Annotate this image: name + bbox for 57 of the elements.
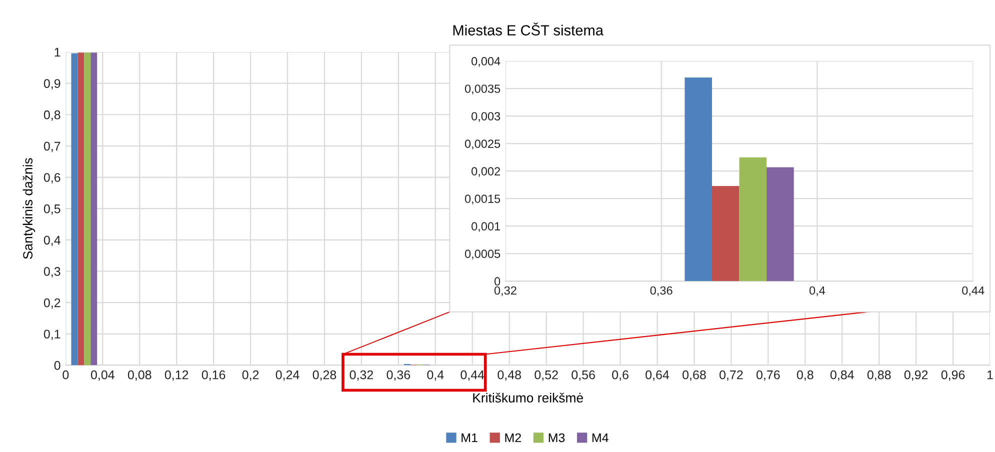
x-tick-label: 0,88 [867,370,891,381]
y-tick-label: 0,1 [44,330,60,340]
legend-label: M2 [505,433,521,442]
y-tick-label: 0,004 [472,57,500,67]
x-axis-title: Kritiškumo reikšmė [473,392,583,403]
y-tick-label: 0,0035 [464,84,500,94]
chart-title: Miestas E CŠT sistema [453,22,604,36]
y-tick-label: 0,003 [472,112,500,122]
x-tick-label: 0,32 [494,286,516,296]
x-tick-label: 0,72 [720,370,743,381]
x-tick-label: 0,2 [242,370,259,381]
x-tick-label: 0,52 [534,370,558,381]
y-tick-label: 0,4 [44,236,60,246]
x-tick-label: 0,44 [962,286,984,296]
legend-label: M1 [462,433,478,442]
y-tick-label: 0,6 [44,173,60,184]
x-tick-label: 0,96 [941,370,965,381]
x-tick-label: 0,08 [128,370,152,381]
x-tick-label: 0,32 [350,370,373,381]
y-tick-label: 0,3 [44,267,60,278]
y-tick-label: 0,0025 [464,140,500,150]
x-tick-label: 0,68 [682,370,706,381]
x-tick-label: 0,28 [312,370,336,381]
y-tick-label: 0,001 [472,222,500,232]
y-axis-title: Santykinis dažnis [22,158,36,259]
y-tick-label: 0,2 [44,298,60,309]
y-tick-label: 0,7 [44,142,60,152]
x-tick-label: 0,76 [756,370,780,381]
y-tick-label: 0 [494,277,500,286]
x-tick-label: 0,4 [427,370,444,381]
x-tick-label: 0,16 [202,370,226,381]
y-tick-label: 1 [54,48,60,57]
x-tick-label: 0,92 [904,370,928,381]
y-tick-label: 0,8 [44,110,60,121]
y-tick-label: 0,0005 [464,250,500,260]
x-tick-label: 0,48 [498,370,521,381]
legend-label: M3 [548,433,565,442]
x-tick-label: 0,44 [460,370,484,381]
x-tick-label: 0,4 [809,286,826,296]
x-tick-label: 0,36 [650,286,672,296]
x-tick-label: 0,36 [386,370,410,381]
y-tick-label: 0,5 [44,204,60,215]
x-tick-label: 0 [62,370,69,380]
legend-label: M4 [592,433,608,442]
y-tick-label: 0,002 [472,167,500,177]
y-tick-label: 0,9 [44,79,60,90]
y-tick-label: 0,0015 [464,194,500,204]
x-tick-label: 0,56 [572,370,595,381]
y-tick-label: 0 [54,361,60,370]
x-tick-label: 0,04 [90,370,114,381]
x-tick-label: 1 [988,370,993,380]
x-tick-label: 0,12 [164,370,188,381]
x-tick-label: 0,8 [796,370,814,381]
x-tick-label: 0,64 [646,370,670,381]
x-tick-label: 0,24 [276,370,300,381]
x-tick-label: 0,6 [612,370,628,381]
x-tick-label: 0,84 [830,370,854,381]
